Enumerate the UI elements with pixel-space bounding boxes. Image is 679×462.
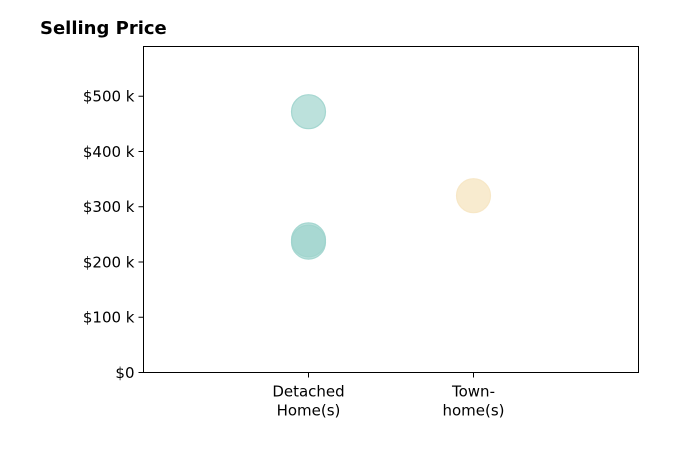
y-tick-label: $100 k — [83, 309, 135, 327]
data-point — [455, 178, 492, 214]
y-tick-label: $200 k — [83, 253, 135, 271]
data-points — [290, 94, 492, 260]
x-tick-label: Home(s) — [277, 402, 341, 420]
x-tick-label: home(s) — [442, 402, 504, 420]
y-tick-label: $500 k — [83, 88, 135, 106]
y-axis: $0 $100 k $200 k $300 k $400 k $500 k — [83, 88, 144, 382]
plot-area — [143, 46, 639, 373]
y-tick-label: $0 — [115, 364, 134, 382]
x-tick-label: Detached — [272, 383, 344, 401]
chart-title: Selling Price — [40, 18, 167, 39]
y-tick-label: $400 k — [83, 143, 135, 161]
y-tick-label: $300 k — [83, 198, 135, 216]
data-point — [290, 224, 327, 260]
data-point — [290, 94, 327, 130]
x-tick-label: Town- — [451, 383, 495, 401]
